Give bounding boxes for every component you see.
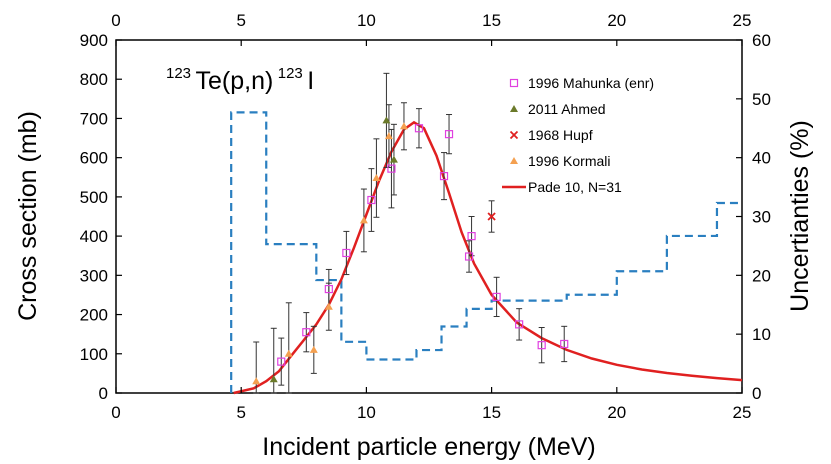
data-point: [439, 172, 449, 181]
data-point: [309, 345, 318, 353]
data-point: [342, 248, 351, 258]
data-point: [359, 216, 368, 224]
reaction-product-mass: 123: [278, 65, 303, 82]
legend-item: 1996 Kormali: [510, 153, 611, 169]
x-tick-label: 25: [733, 403, 752, 422]
uncertainty-step-layer: [230, 111, 742, 393]
data-point: [414, 124, 424, 133]
y2-tick-label: 50: [752, 90, 771, 109]
y-tick-label: 500: [80, 188, 108, 207]
x-top-tick-label: 20: [607, 11, 626, 30]
data-point: [269, 375, 278, 383]
legend-swatch: [510, 157, 518, 164]
legend-item: 1996 Mahunka (enr): [509, 75, 654, 91]
data-point: [444, 130, 454, 139]
x-top-tick-label: 0: [111, 11, 120, 30]
y-tick-label: 800: [80, 70, 108, 89]
data-point: [464, 252, 474, 261]
data-point: [284, 349, 293, 357]
legend-label: 1968 Hupf: [528, 127, 593, 143]
data-point: [324, 284, 333, 294]
legend-label: 2011 Ahmed: [528, 101, 606, 117]
y-tick-label: 400: [80, 227, 108, 246]
y2-tick-label: 20: [752, 266, 771, 285]
data-point: [515, 320, 524, 329]
x-axis-title: Incident particle energy (MeV): [262, 433, 595, 461]
reaction-label: 123 Te(p,n) 123 I: [166, 65, 314, 95]
legend-swatch: [509, 78, 519, 88]
uncertainty-step-line: [230, 111, 742, 393]
x-tick-label: 20: [607, 403, 626, 422]
data-point: [487, 212, 496, 221]
data-point: [467, 232, 476, 241]
legend-label: Pade 10, N=31: [528, 179, 622, 195]
data-point: [492, 292, 501, 302]
data-point: [389, 155, 398, 163]
data-point: [384, 132, 393, 140]
fit-curve-layer: [233, 120, 743, 395]
y-tick-label: 300: [80, 266, 108, 285]
legend-item: 1968 Hupf: [509, 127, 593, 143]
y2-tick-label: 10: [752, 325, 771, 344]
x-tick-label: 15: [482, 403, 501, 422]
reaction-target-mass: 123: [166, 65, 191, 82]
data-point: [382, 116, 391, 124]
x-tick-label: 0: [111, 403, 120, 422]
data-point: [537, 341, 546, 350]
data-point: [399, 122, 408, 130]
legend-label: 1996 Kormali: [528, 153, 611, 169]
y-tick-label: 700: [80, 109, 108, 128]
legend-swatch: [509, 130, 519, 140]
y-tick-label: 200: [80, 306, 108, 325]
legend-swatch: [510, 105, 518, 112]
x-tick-label: 10: [357, 403, 376, 422]
x-top-tick-label: 15: [482, 11, 501, 30]
legend-label: 1996 Mahunka (enr): [528, 75, 654, 91]
data-point: [367, 195, 376, 205]
x-tick-label: 5: [236, 403, 245, 422]
data-points-layer: [252, 116, 569, 385]
errorbar-layer: [253, 72, 568, 394]
fit-curve: [233, 120, 743, 395]
x-top-tick-label: 25: [733, 11, 752, 30]
data-point: [252, 377, 261, 385]
y-axis-title: Cross section (mb): [14, 111, 42, 321]
y-tick-label: 900: [80, 31, 108, 50]
x-top-tick-label: 10: [357, 11, 376, 30]
cross-stroke: [487, 212, 496, 221]
data-point: [302, 328, 311, 337]
y2-axis-title: Uncertianties (%): [786, 120, 814, 312]
y-tick-label: 0: [99, 384, 108, 403]
data-point: [277, 357, 286, 366]
x-top-tick-label: 5: [236, 11, 245, 30]
data-point: [560, 339, 569, 349]
legend: 1996 Mahunka (enr) 2011 Ahmed 1968 Hupf 199…: [502, 75, 654, 195]
y2-tick-label: 30: [752, 208, 771, 227]
data-point: [387, 164, 396, 173]
y2-tick-label: 40: [752, 149, 771, 168]
legend-item: Pade 10, N=31: [502, 179, 622, 195]
data-point: [324, 302, 333, 310]
y-tick-label: 600: [80, 149, 108, 168]
legend-item: 2011 Ahmed: [510, 101, 606, 117]
axes-layer: 0055101015152020252501002003004005006007…: [80, 11, 771, 422]
reaction-target: Te(p,n): [195, 67, 273, 95]
y2-tick-label: 0: [752, 384, 761, 403]
cross-stroke: [509, 130, 519, 140]
data-point: [372, 174, 381, 182]
y2-tick-label: 60: [752, 31, 771, 50]
reaction-product: I: [307, 67, 314, 95]
y-tick-label: 100: [80, 345, 108, 364]
